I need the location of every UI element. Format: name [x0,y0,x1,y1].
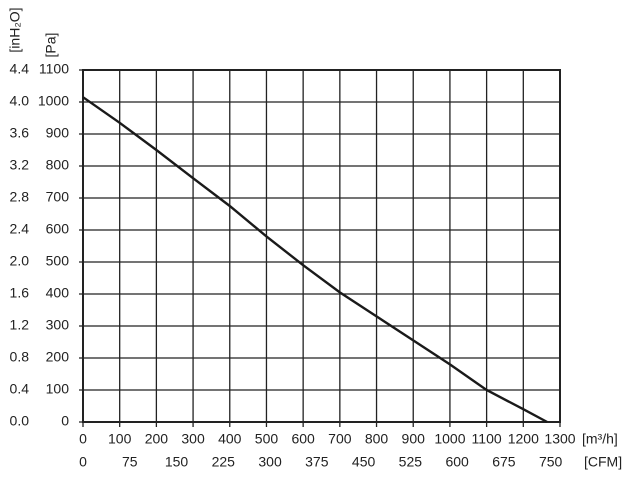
y2-tick-label: 0.8 [10,349,30,365]
y2-tick-label: 3.6 [10,125,30,141]
y2-tick-label: 0.4 [10,381,30,397]
y2-tick-label: 0.0 [10,413,30,429]
x2-tick-label: 225 [212,454,236,470]
x-axis-label: [m³/h] [582,431,618,447]
y-tick-label: 600 [46,221,70,237]
y2-tick-label: 3.2 [10,157,30,173]
x2-tick-label: 675 [492,454,516,470]
x-tick-label: 100 [108,431,132,447]
x-tick-label: 800 [365,431,389,447]
y2-tick-label: 1.2 [10,317,30,333]
x-tick-label: 400 [218,431,242,447]
y-tick-label: 0 [61,413,69,429]
y2-tick-label: 4.4 [10,61,30,77]
y2-tick-label: 1.6 [10,285,30,301]
x-tick-label: 300 [181,431,205,447]
y-tick-label: 500 [46,253,70,269]
x2-axis-label: [CFM] [584,454,622,470]
x-tick-label: 500 [255,431,279,447]
y-tick-label: 200 [46,349,70,365]
x-tick-label: 900 [402,431,426,447]
y-tick-label: 400 [46,285,70,301]
x2-tick-label: 600 [445,454,469,470]
y-tick-label: 300 [46,317,70,333]
x-tick-label: 200 [145,431,169,447]
y2-tick-label: 2.0 [10,253,30,269]
curve [82,96,548,424]
x-tick-label: 1200 [508,431,539,447]
y-tick-label: 1000 [38,93,69,109]
y-tick-label: 700 [46,189,70,205]
x2-tick-label: 75 [122,454,138,470]
x-tick-label: 1100 [472,431,502,447]
y-axis-label: [Pa] [43,33,59,58]
x-tick-label: 0 [79,431,87,447]
y-tick-label: 1100 [39,61,69,77]
x2-tick-label: 750 [539,454,563,470]
y2-tick-label: 4.0 [10,93,30,109]
x2-tick-label: 300 [258,454,282,470]
plot-frame [82,69,561,423]
x-tick-label: 1300 [544,431,575,447]
x-tick-label: 700 [328,431,352,447]
y2-axis-label: [inH₂O] [7,7,23,52]
x-tick-label: 1000 [434,431,465,447]
x2-tick-label: 375 [305,454,329,470]
x-tick-label: 600 [291,431,315,447]
x2-tick-label: 0 [79,454,87,470]
y2-tick-label: 2.4 [10,221,30,237]
y-tick-label: 800 [46,157,70,173]
x2-tick-label: 525 [399,454,423,470]
y-tick-label: 100 [46,381,70,397]
y2-tick-label: 2.8 [10,189,30,205]
x2-tick-label: 150 [165,454,189,470]
y-tick-label: 900 [46,125,70,141]
x2-tick-label: 450 [352,454,376,470]
